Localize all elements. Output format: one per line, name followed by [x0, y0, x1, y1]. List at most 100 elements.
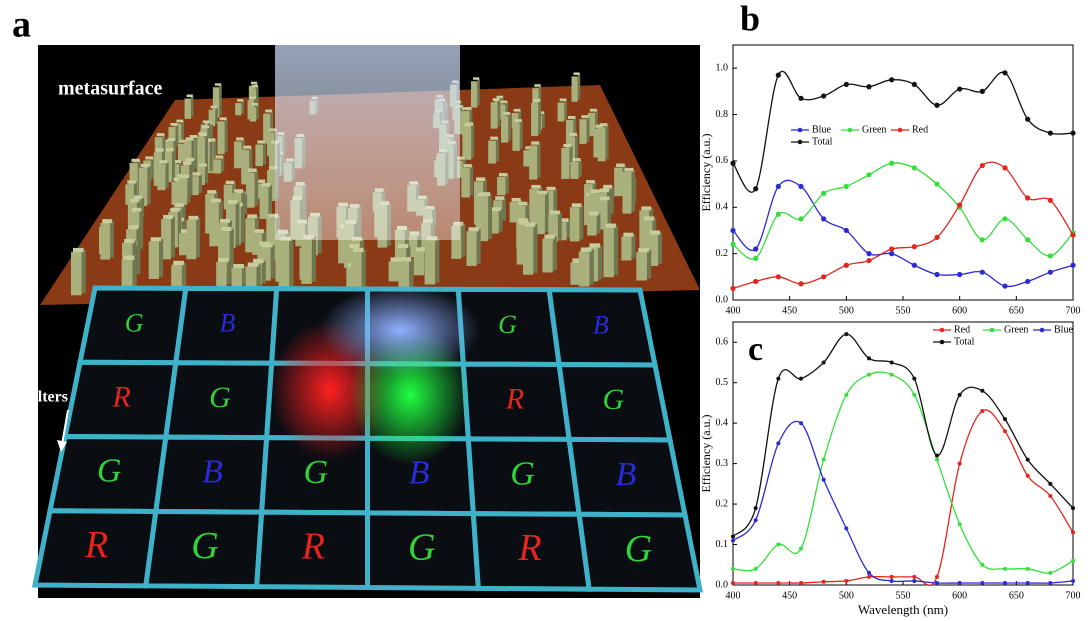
data-point: [912, 579, 916, 583]
data-point: [822, 458, 826, 462]
filter-letter: R: [505, 383, 524, 416]
x-tick-label: 500: [839, 590, 854, 601]
block-top: [573, 72, 579, 75]
block-top: [465, 107, 472, 110]
block-top: [568, 116, 575, 119]
block-front: [523, 227, 533, 275]
block-top: [572, 203, 582, 207]
block-top: [130, 199, 139, 203]
x-tick-label: 550: [896, 590, 911, 601]
block-front: [351, 252, 362, 291]
block-top: [531, 185, 540, 189]
block-top: [641, 206, 651, 210]
data-point: [912, 263, 917, 268]
block-front: [157, 164, 165, 190]
block-side: [508, 114, 511, 141]
data-point: [1048, 253, 1053, 258]
filter-letter: R: [84, 524, 108, 566]
chart: 4004505005506006507000.00.10.20.30.40.50…: [699, 322, 1081, 617]
data-point: [1070, 232, 1075, 237]
x-tick-label: 550: [896, 305, 911, 316]
data-point: [821, 191, 826, 196]
block-front: [466, 231, 476, 266]
block-top: [495, 196, 504, 200]
block-front: [579, 251, 590, 286]
data-point: [1025, 237, 1030, 242]
block-top: [132, 208, 142, 212]
block-side: [362, 250, 366, 289]
block-front: [234, 141, 242, 168]
data-point: [866, 84, 871, 89]
block-front: [488, 141, 496, 164]
block-top: [102, 219, 112, 223]
block-front: [186, 220, 196, 259]
block-side: [498, 100, 501, 126]
block-top: [124, 256, 135, 260]
block-side: [470, 166, 473, 195]
data-point: [1002, 70, 1007, 75]
data-point: [822, 580, 826, 584]
block-top: [638, 248, 649, 252]
block-top: [262, 243, 272, 247]
filter-letter: G: [510, 455, 535, 492]
block-front: [561, 148, 569, 179]
block-top: [156, 148, 164, 151]
block-side: [191, 97, 194, 117]
block-top: [473, 77, 479, 80]
block-top: [581, 247, 592, 251]
data-point: [798, 96, 803, 101]
filter-letter: B: [220, 309, 236, 338]
block-side: [488, 194, 492, 239]
block-top: [624, 168, 633, 172]
block-side: [505, 175, 508, 193]
block-front: [622, 172, 631, 214]
block-top: [514, 119, 521, 122]
block-top: [586, 180, 595, 184]
block-front: [250, 107, 256, 122]
block-front: [464, 126, 472, 159]
legend-label: Blue: [812, 124, 831, 135]
data-point: [754, 518, 758, 522]
y-tick-label: 0.2: [716, 498, 729, 509]
block-front: [587, 216, 596, 236]
data-point: [935, 575, 939, 579]
block-top: [512, 198, 521, 202]
data-point: [776, 184, 781, 189]
block-top: [644, 216, 654, 220]
filter-letter: G: [125, 308, 144, 337]
y-tick-label: 0.2: [716, 248, 729, 259]
block-side: [537, 143, 540, 177]
data-point: [867, 571, 871, 575]
block-front: [598, 127, 606, 161]
block-side: [241, 205, 245, 243]
block-side: [147, 166, 150, 204]
series-line: [733, 372, 1073, 573]
block-top: [501, 101, 508, 104]
x-tick-label: 450: [782, 305, 797, 316]
filter-letter: G: [209, 381, 231, 414]
data-point: [1026, 458, 1030, 462]
block-side: [199, 174, 202, 193]
block-top: [605, 224, 616, 228]
block-side: [597, 214, 601, 234]
data-point: [1048, 482, 1052, 486]
data-point: [890, 579, 894, 583]
block-front: [301, 239, 312, 284]
data-point: [776, 581, 780, 585]
legend-marker: [848, 128, 853, 133]
block-front: [389, 261, 399, 281]
block-front: [570, 207, 580, 241]
data-point: [934, 181, 939, 186]
block-top: [546, 187, 555, 191]
block-front: [260, 187, 269, 219]
data-point: [1002, 283, 1007, 288]
block-side: [242, 266, 246, 285]
block-side: [312, 237, 316, 282]
data-point: [731, 534, 735, 538]
data-point: [912, 165, 917, 170]
block-top: [170, 208, 180, 212]
block-side: [505, 103, 508, 118]
legend-label: Red: [912, 124, 928, 135]
block-top: [623, 233, 633, 237]
block-side: [545, 193, 549, 233]
